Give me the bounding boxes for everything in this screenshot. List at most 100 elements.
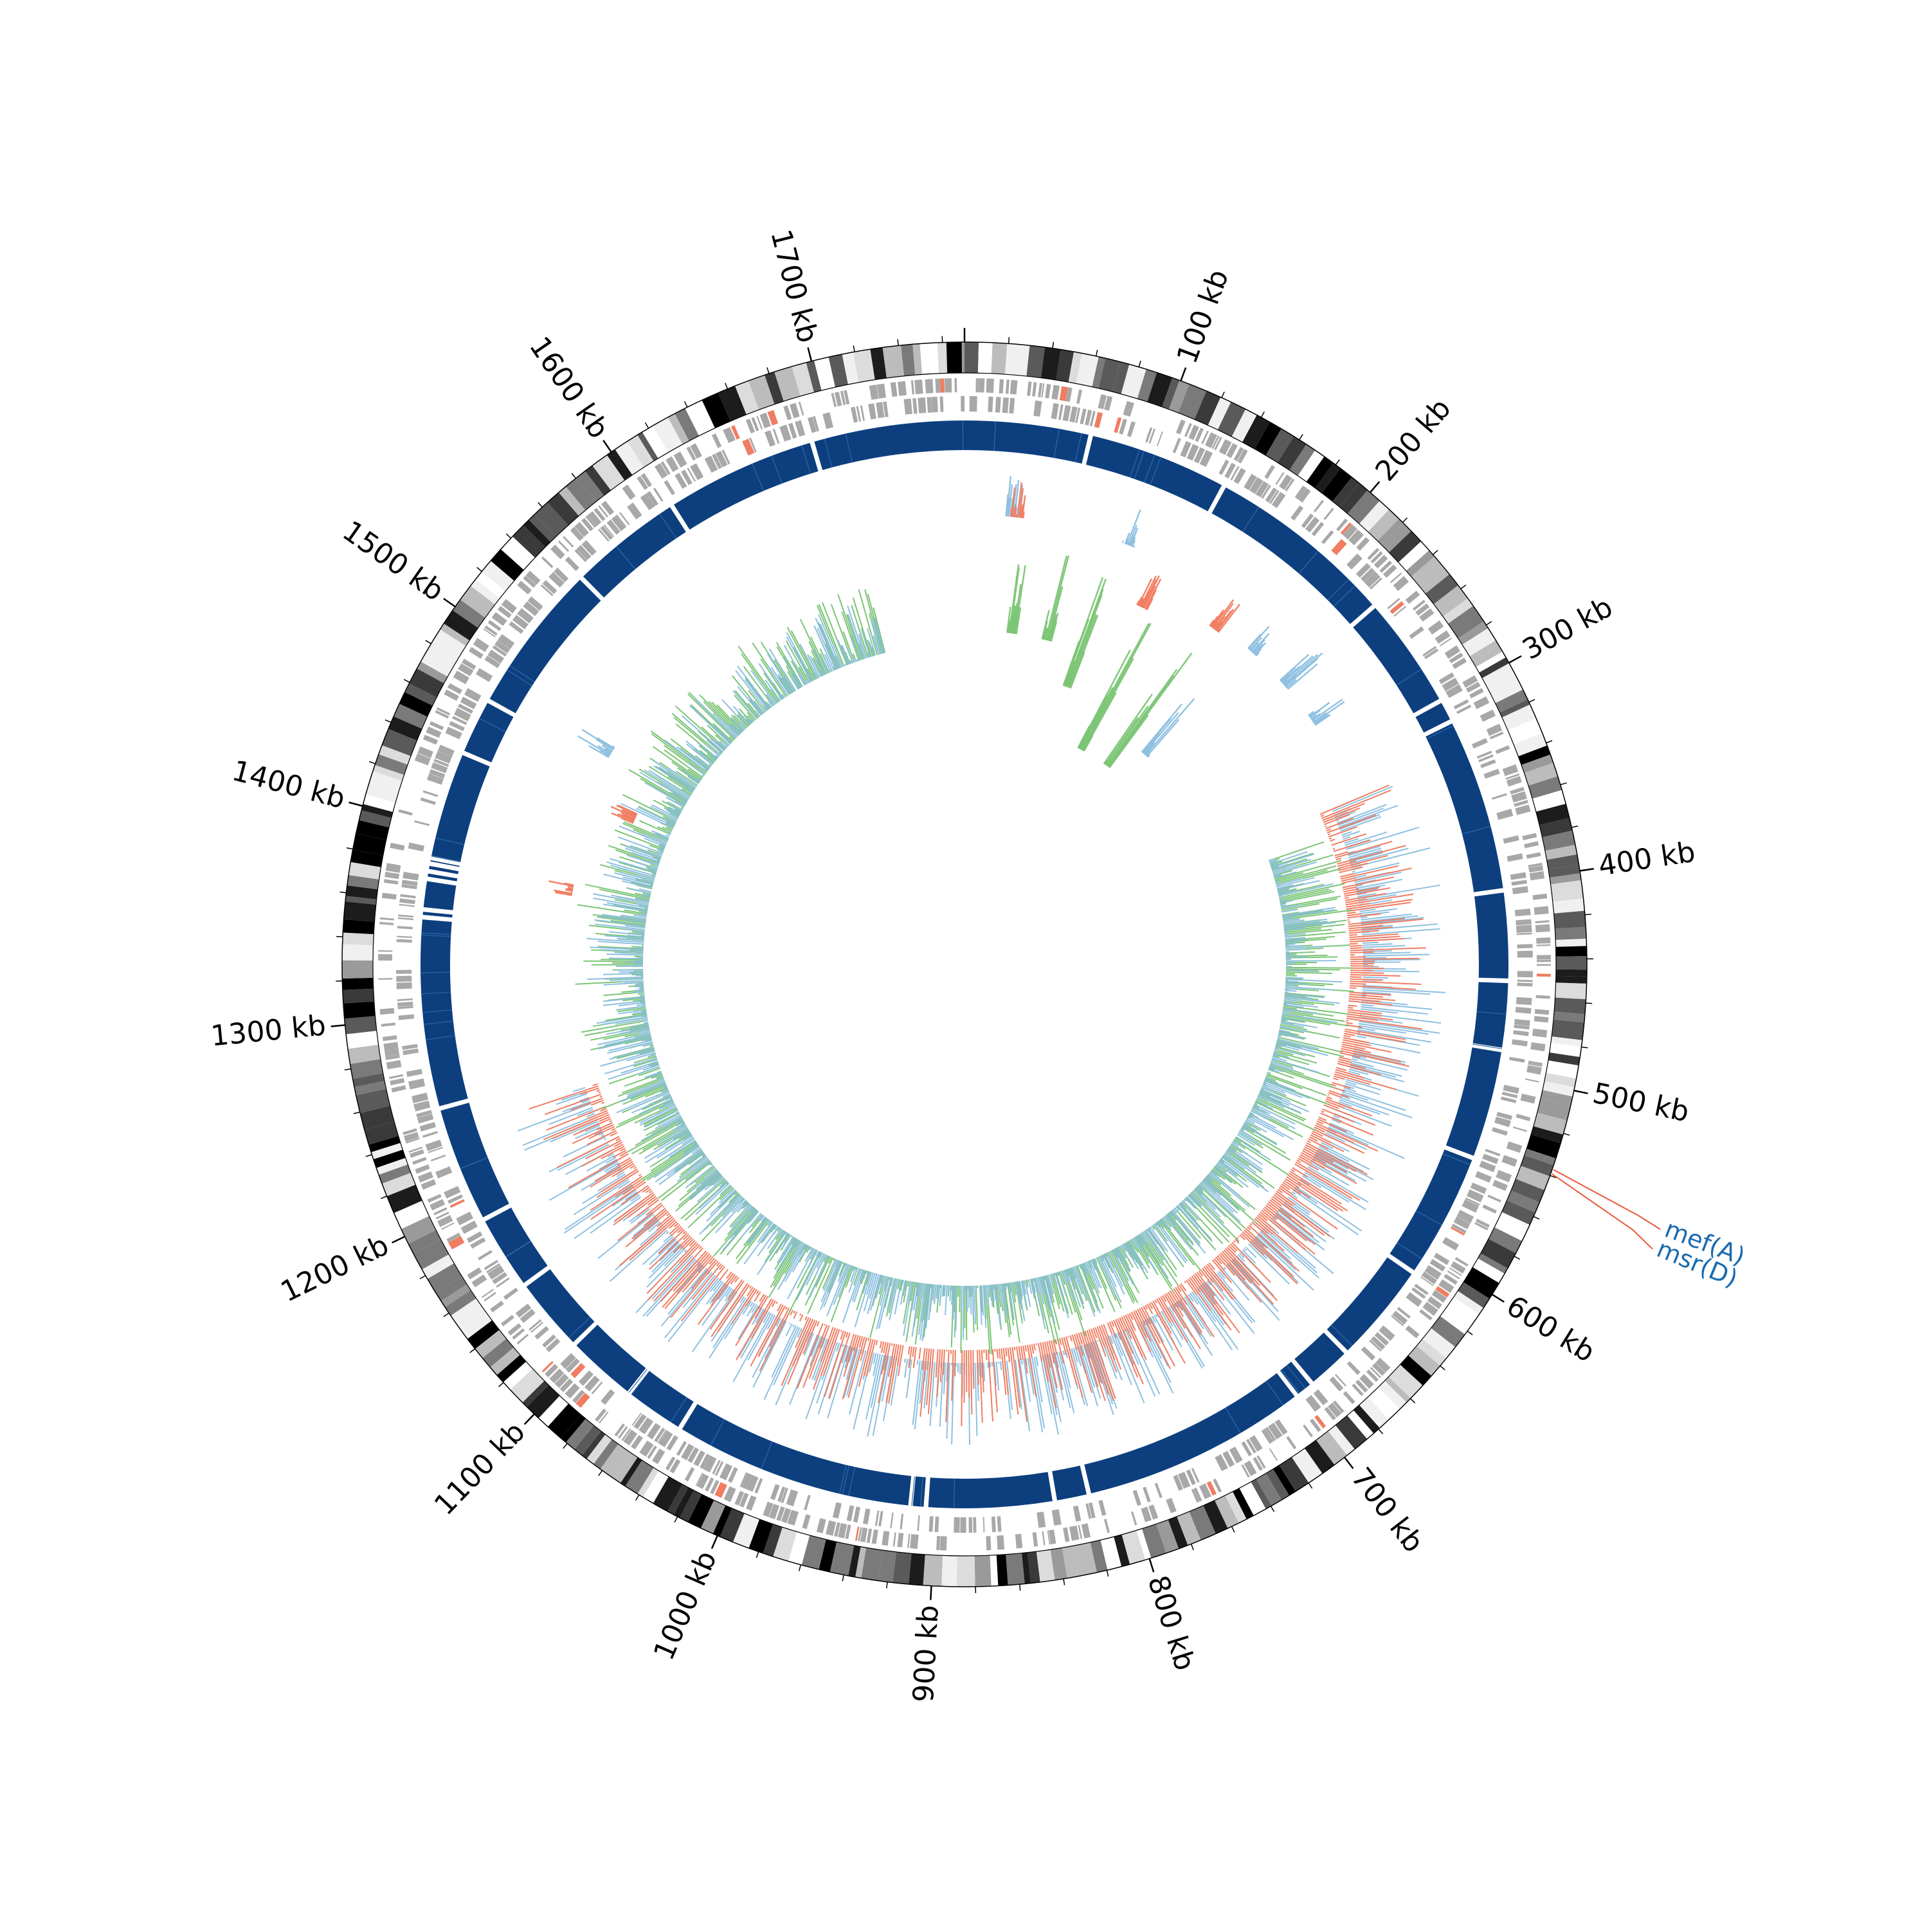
gene-feature: [975, 378, 979, 392]
histogram-spike: [684, 1250, 686, 1252]
gene-feature: [983, 1517, 985, 1533]
histogram-spike: [1363, 951, 1392, 952]
histogram-spike: [1285, 992, 1289, 993]
histogram-spike: [852, 1266, 853, 1268]
gene-feature: [940, 397, 944, 412]
ideogram-band: [941, 1555, 957, 1587]
gene-feature: [1173, 438, 1181, 453]
tick-label: 200 kb: [1369, 392, 1457, 487]
gene-feature: [911, 381, 914, 395]
minor-tick: [1586, 1003, 1592, 1004]
gene-feature: [1496, 1170, 1512, 1182]
histogram-spike: [940, 1285, 941, 1306]
gene-feature: [399, 1015, 415, 1020]
minor-tick: [1564, 1133, 1570, 1135]
coverage-block: [814, 420, 964, 470]
gene-feature: [1157, 431, 1163, 446]
histogram-spike: [1021, 1346, 1023, 1360]
coverage-block: [1473, 982, 1508, 1048]
gene-feature: [1082, 1523, 1091, 1539]
gene-feature: [1521, 1094, 1536, 1104]
gene-feature: [381, 1023, 395, 1027]
histogram-spike: [616, 1139, 620, 1141]
histogram-spike: [1168, 1213, 1193, 1243]
histogram-spike: [1280, 899, 1281, 900]
gene-feature: [1530, 871, 1544, 881]
histogram-spike: [609, 958, 643, 959]
histogram-spike: [1037, 1357, 1038, 1366]
coverage-block: [1086, 436, 1222, 511]
gene-feature: [890, 1513, 894, 1528]
gene-feature: [1346, 554, 1363, 570]
gene-feature: [1507, 853, 1523, 862]
histogram-spike: [1339, 806, 1398, 827]
minor-tick: [1232, 1526, 1235, 1532]
ideogram-band: [343, 1002, 376, 1019]
histogram-spike: [1057, 1272, 1058, 1275]
histogram-spike: [824, 1324, 825, 1325]
histogram-spike: [649, 1191, 652, 1193]
histogram-spike: [997, 1349, 998, 1359]
histogram-spike: [776, 1302, 777, 1304]
gene-feature: [1127, 421, 1136, 437]
tick-label: 1100 kb: [428, 1416, 532, 1522]
histogram-spike: [857, 660, 858, 662]
gene-feature: [1487, 1195, 1501, 1202]
gene-feature: [1537, 955, 1551, 959]
histogram-spike: [1342, 1094, 1413, 1118]
gene-feature: [601, 1389, 615, 1405]
major-tick: [603, 440, 611, 452]
tick-label: 1200 kb: [276, 1229, 394, 1308]
histogram-spike: [718, 1286, 729, 1300]
histogram-spike: [1274, 1049, 1278, 1050]
histogram-spike: [602, 1103, 604, 1104]
gene-feature: [601, 501, 614, 516]
histogram-spike: [1346, 827, 1420, 849]
histogram-spike: [1073, 1335, 1077, 1350]
gene-feature: [1143, 1487, 1151, 1503]
gene-feature: [1076, 390, 1082, 404]
histogram-spike: [992, 1362, 993, 1367]
gene-feature: [378, 978, 392, 980]
ideogram-band: [342, 961, 373, 979]
histogram-spike: [1352, 1059, 1357, 1060]
ideogram-band: [975, 1555, 992, 1587]
gene-feature: [925, 379, 934, 393]
gene-feature: [1037, 1512, 1046, 1528]
gene-feature: [484, 1292, 496, 1302]
histogram-spike: [1350, 968, 1384, 969]
histogram-spike: [599, 1117, 610, 1121]
histogram-spike: [642, 1187, 649, 1193]
histogram-spike: [789, 1252, 820, 1314]
gene-feature: [421, 797, 436, 805]
minor-tick: [799, 1565, 801, 1571]
histogram-spike: [604, 1139, 606, 1140]
histogram-spike: [666, 835, 670, 836]
gene-feature: [399, 898, 415, 904]
minor-tick: [853, 345, 855, 352]
gene-feature: [1269, 1449, 1278, 1461]
gene-feature: [860, 406, 865, 421]
gene-feature: [1524, 841, 1539, 848]
tick-label: 1000 kb: [648, 1546, 723, 1665]
histogram-spike: [1284, 1001, 1292, 1002]
gene-feature: [476, 668, 493, 682]
gene-feature: [1015, 1534, 1022, 1549]
tick-label: 1500 kb: [336, 514, 449, 608]
histogram-spike: [880, 1341, 882, 1348]
gene-feature: [1343, 1391, 1355, 1404]
gene-feature: [988, 397, 993, 412]
histogram-spike: [614, 952, 643, 953]
histogram-spike: [750, 1286, 752, 1288]
gene-feature: [1532, 1029, 1547, 1038]
histogram-spike: [1081, 624, 1149, 750]
gene-feature: [1530, 1042, 1545, 1051]
histogram-spike: [1350, 952, 1374, 953]
minor-tick: [1402, 518, 1407, 522]
histogram-spike: [971, 1350, 972, 1414]
major-tick: [808, 347, 811, 361]
tick-label: 1300 kb: [209, 1009, 327, 1052]
gene-feature: [1435, 631, 1451, 644]
coverage-block: [428, 874, 457, 881]
coverage-block: [964, 420, 1089, 464]
